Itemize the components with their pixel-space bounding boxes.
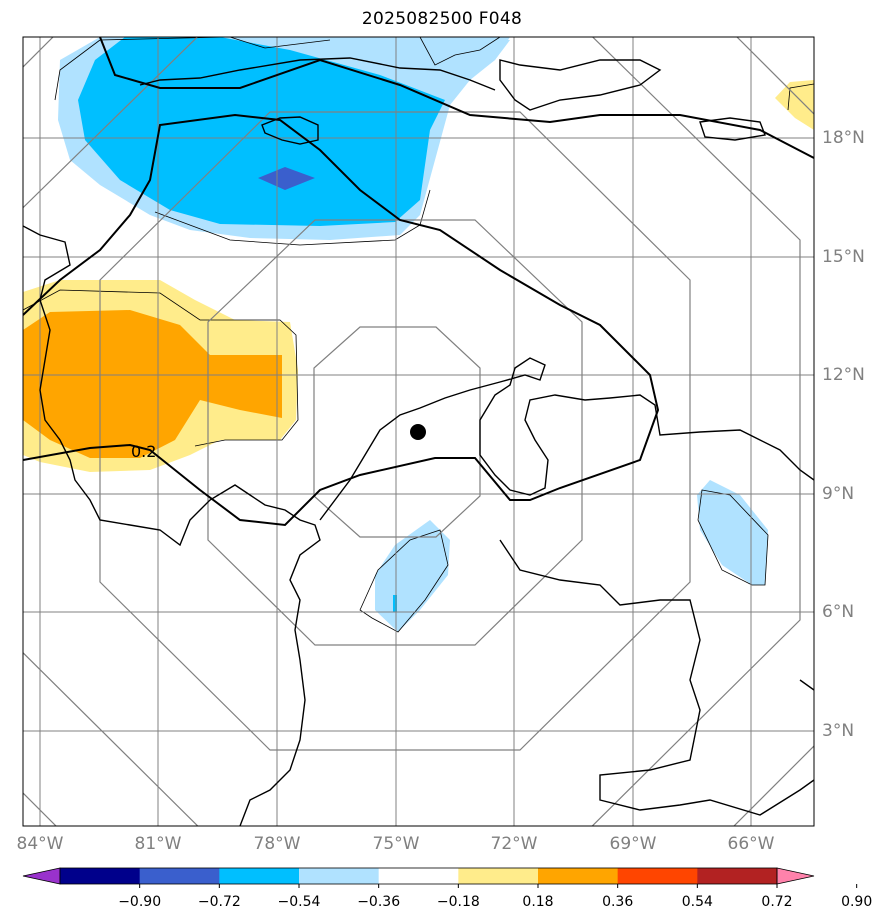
negative-anomaly-strong-patch bbox=[258, 167, 315, 190]
colorbar-tick-label: 0.72 bbox=[761, 894, 793, 910]
lat-label-15n: 15°N bbox=[822, 247, 865, 267]
negative-anomaly-light-top bbox=[460, 40, 510, 78]
lat-label-9n: 9°N bbox=[822, 484, 855, 504]
colorbar-tick-label: −0.18 bbox=[436, 894, 480, 910]
coastlines bbox=[23, 57, 814, 826]
colorbar-tick-label: 0.90 bbox=[841, 894, 873, 910]
lon-label-66w: 66°W bbox=[727, 834, 775, 854]
storm-center-dot bbox=[410, 424, 426, 440]
colorbar-tick-label: −0.54 bbox=[277, 894, 321, 910]
colorbar-tick-label: −0.36 bbox=[357, 894, 401, 910]
map-frame bbox=[22, 36, 815, 827]
colorbar-tick-label: −0.72 bbox=[197, 894, 241, 910]
negative-anomaly-mid-north bbox=[78, 37, 445, 226]
lon-label-81w: 81°W bbox=[134, 834, 182, 854]
graticule bbox=[23, 37, 814, 826]
colorbar-tick-label: 0.54 bbox=[681, 894, 713, 910]
colorbar-tick-label: 0.36 bbox=[602, 894, 634, 910]
lat-label-6n: 6°N bbox=[822, 602, 855, 622]
contour-label: 0.2 bbox=[131, 442, 156, 461]
colorbar-tick-label: 0.18 bbox=[522, 894, 554, 910]
lat-label-12n: 12°N bbox=[822, 365, 865, 385]
lon-label-84w: 84°W bbox=[16, 834, 64, 854]
negative-anomaly-east bbox=[697, 480, 768, 585]
lat-label-3n: 3°N bbox=[822, 721, 855, 741]
boundaries bbox=[23, 37, 814, 527]
lon-label-69w: 69°W bbox=[609, 834, 657, 854]
lon-label-75w: 75°W bbox=[372, 834, 420, 854]
lat-label-18n: 18°N bbox=[822, 128, 865, 148]
lon-label-72w: 72°W bbox=[490, 834, 538, 854]
positive-anomaly-mid-west bbox=[23, 310, 282, 458]
colorbar-tick-label: −0.90 bbox=[118, 894, 162, 910]
positive-anomaly-ne bbox=[775, 80, 814, 130]
lon-label-78w: 78°W bbox=[253, 834, 301, 854]
map-title: 2025082500 F048 bbox=[361, 9, 523, 29]
